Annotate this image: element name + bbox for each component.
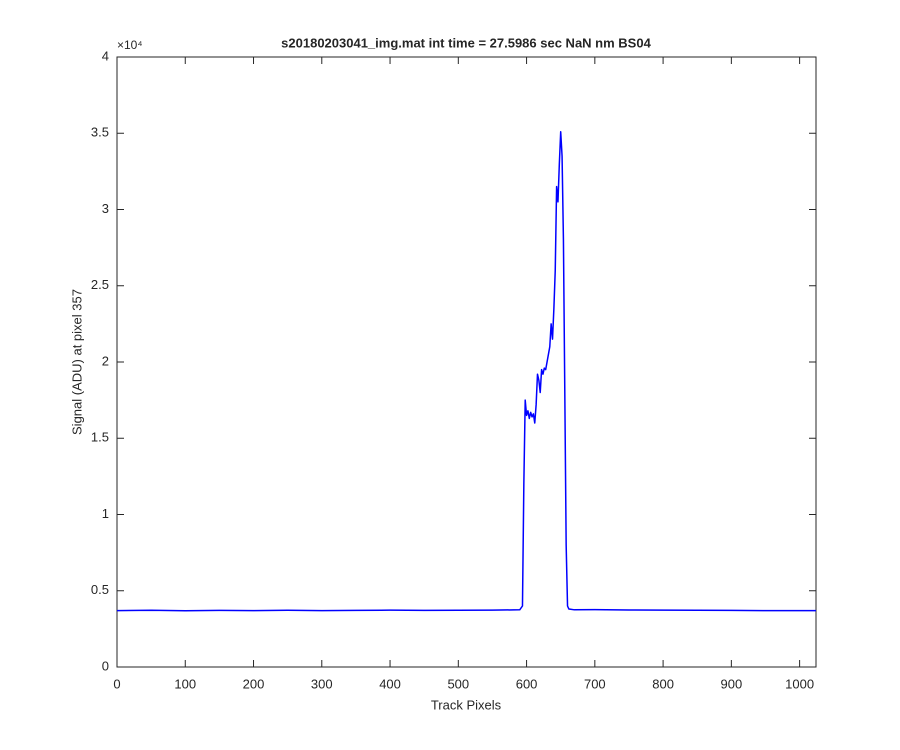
y-tick-label: 1 — [102, 506, 109, 521]
x-axis-label: Track Pixels — [431, 697, 502, 712]
y-tick-label: 0 — [102, 658, 109, 673]
y-tick-label: 0.5 — [91, 582, 109, 597]
y-tick-label: 2.5 — [91, 277, 109, 292]
x-tick-label: 200 — [243, 676, 265, 691]
x-tick-label: 500 — [447, 676, 469, 691]
x-tick-label: 800 — [652, 676, 674, 691]
x-tick-label: 400 — [379, 676, 401, 691]
x-tick-label: 1000 — [785, 676, 814, 691]
plot-area — [116, 56, 817, 668]
y-multiplier: ×10⁴ — [117, 38, 143, 52]
chart-title: s20180203041_img.mat int time = 27.5986 … — [281, 35, 651, 50]
x-tick-label: 0 — [113, 676, 120, 691]
y-tick-label: 3.5 — [91, 125, 109, 140]
x-tick-label: 700 — [584, 676, 606, 691]
y-tick-label: 1.5 — [91, 430, 109, 445]
y-axis-label: Signal (ADU) at pixel 357 — [69, 289, 84, 435]
x-tick-label: 100 — [174, 676, 196, 691]
y-tick-label: 4 — [102, 48, 109, 63]
x-tick-label: 600 — [516, 676, 538, 691]
x-tick-label: 900 — [721, 676, 743, 691]
y-tick-label: 3 — [102, 201, 109, 216]
x-tick-label: 300 — [311, 676, 333, 691]
data-line — [116, 130, 816, 612]
y-tick-label: 2 — [102, 353, 109, 368]
